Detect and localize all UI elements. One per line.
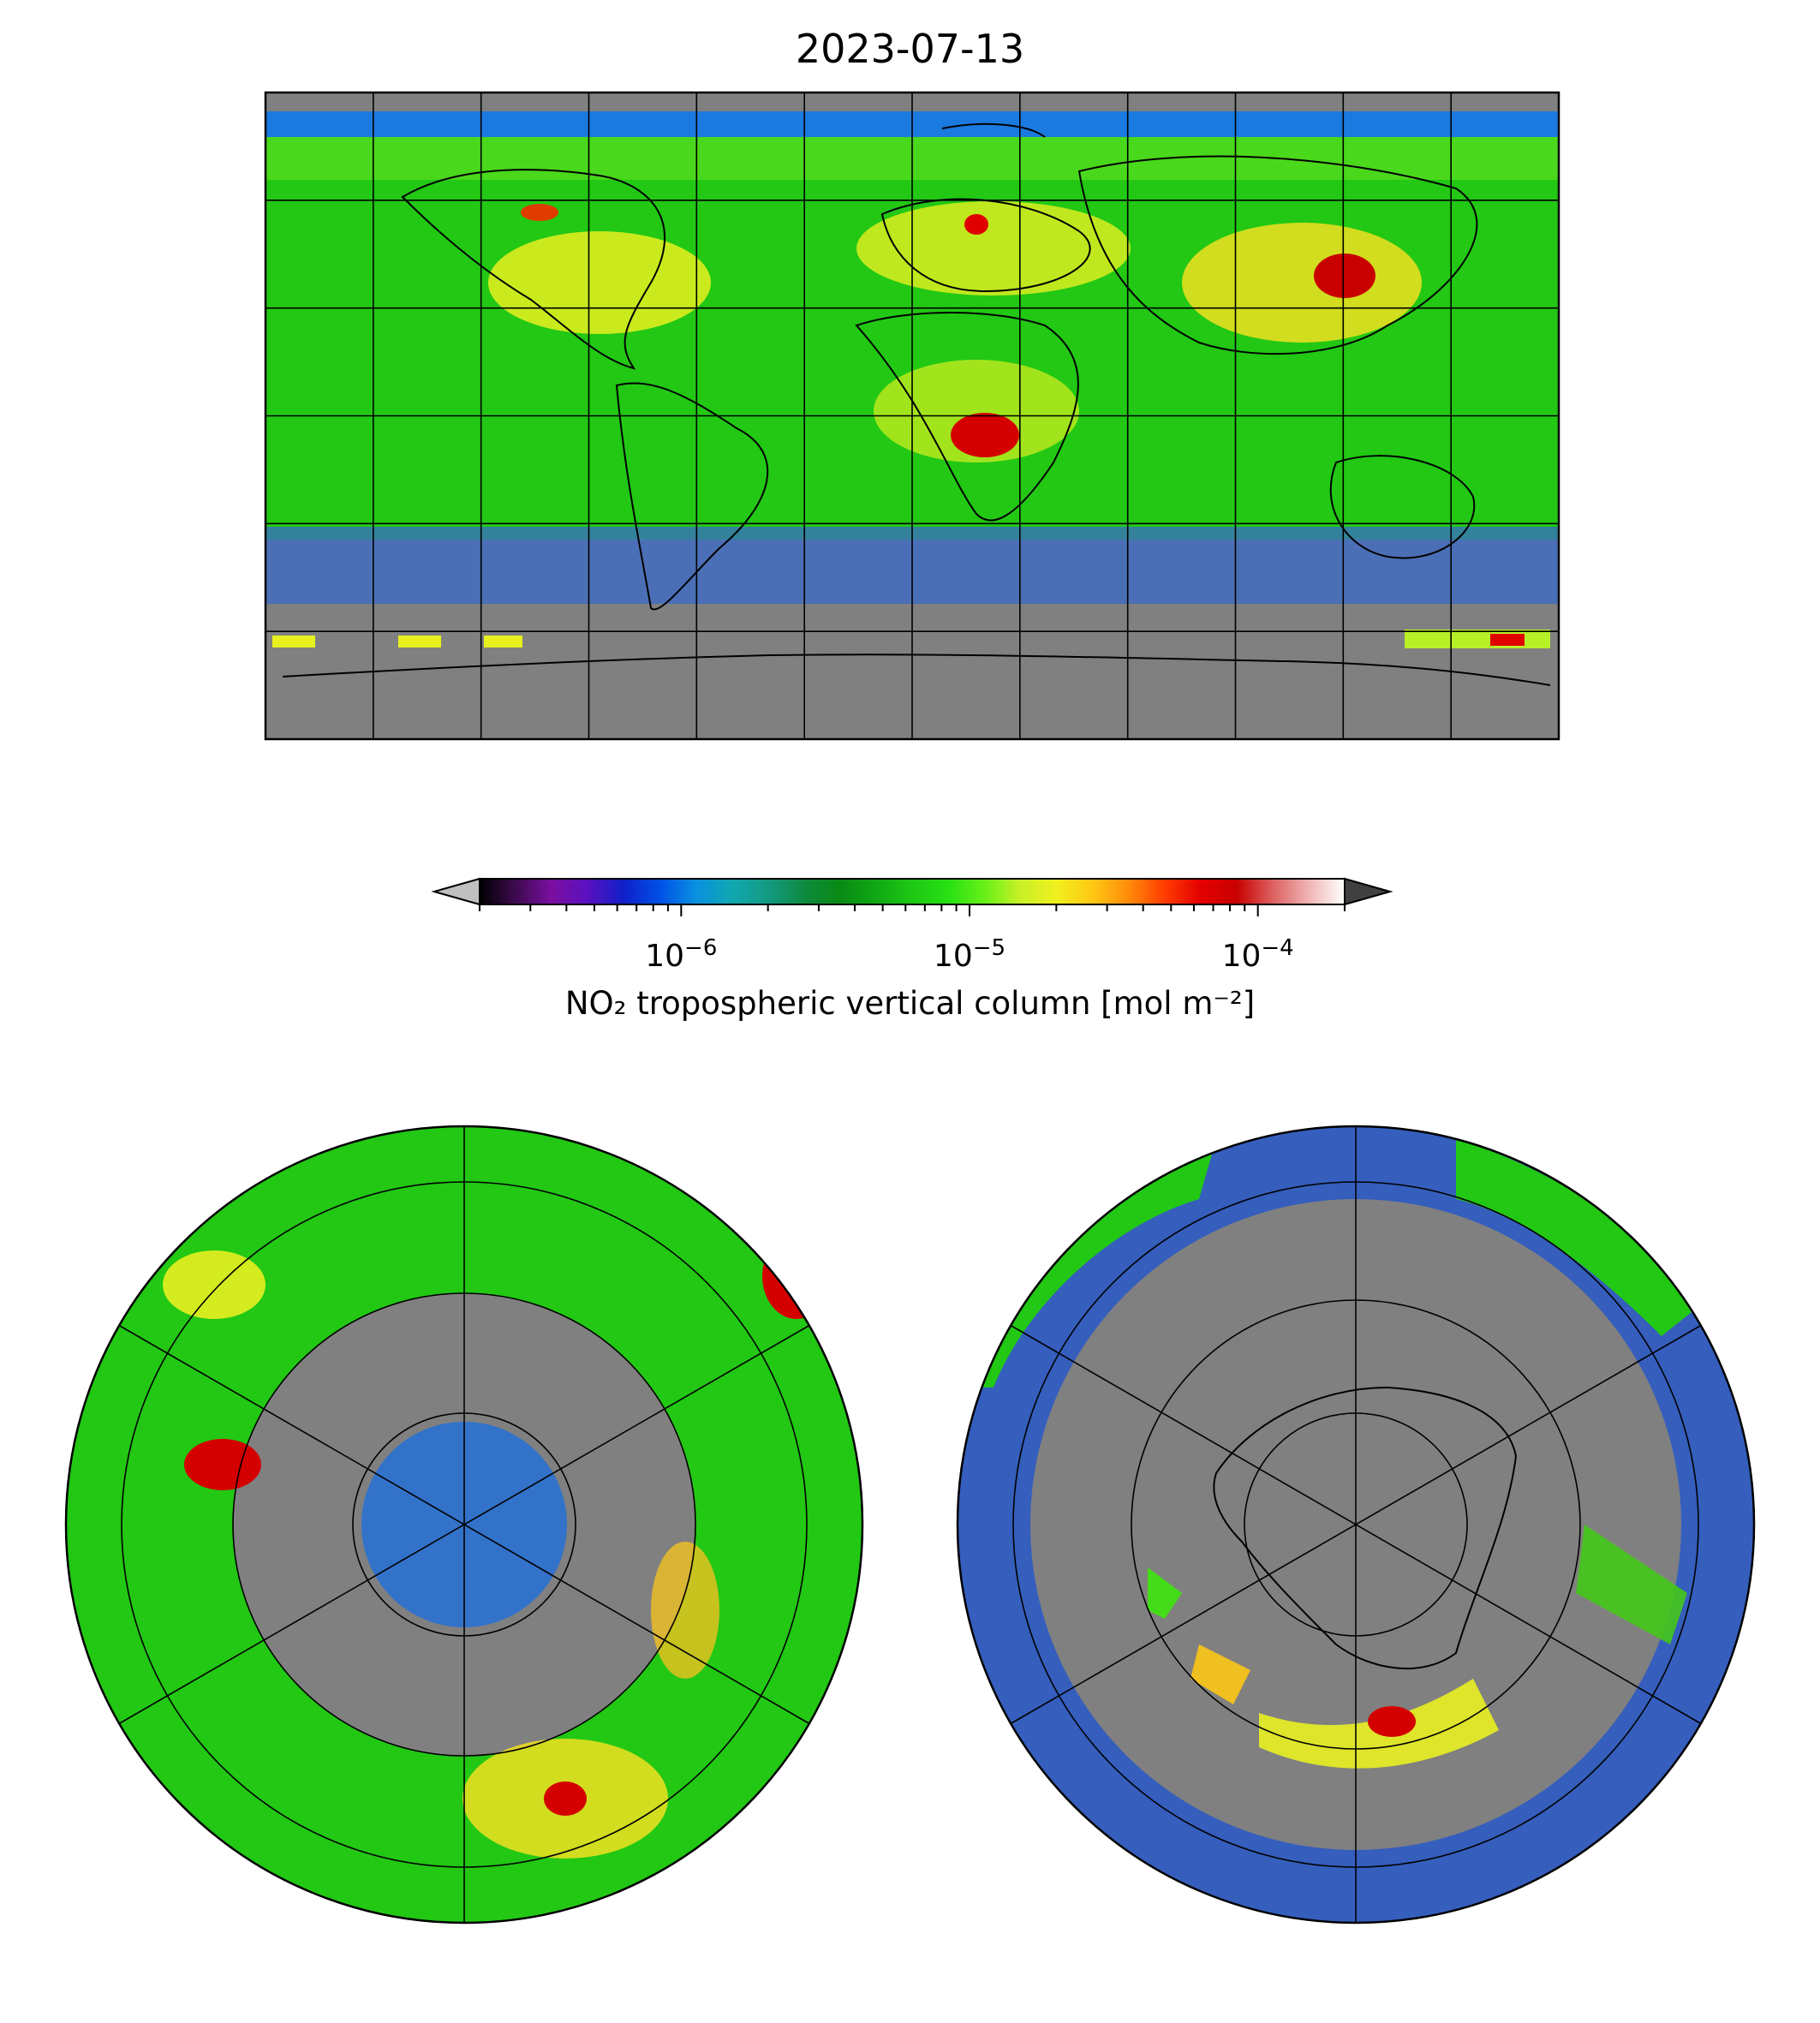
tick-label-exponent: −6 <box>684 935 718 961</box>
colorbar <box>431 877 1393 916</box>
colorbar-label: NO₂ tropospheric vertical column [mol m⁻… <box>564 985 1256 1022</box>
global-graticule <box>266 92 1559 739</box>
global-central-africa-hotspot <box>951 413 1019 457</box>
colorbar-under-extension <box>431 877 480 906</box>
global-asia-enhancement <box>1182 223 1422 343</box>
global-coastlines <box>282 122 1551 686</box>
south-polar-no2-field <box>968 1139 1216 1387</box>
global-antarctic-fragment <box>484 636 522 647</box>
colorbar-tick-label: 10−4 <box>1222 935 1294 974</box>
south-polar-frame <box>956 1125 1756 1925</box>
global-europe-hotspot <box>964 214 988 235</box>
tick-label-exponent: −5 <box>972 935 1006 961</box>
tick-label-base: 10 <box>645 939 685 974</box>
north-polar-enhancement <box>163 1250 266 1319</box>
south-polar-fragment <box>1190 1644 1250 1704</box>
tick-label-base: 10 <box>1221 939 1262 974</box>
tick-label-exponent: −4 <box>1261 935 1294 961</box>
north-polar-frame <box>64 1125 864 1925</box>
south-polar-fragment <box>1148 1567 1182 1619</box>
south-polar-data-layer <box>958 1126 1754 1923</box>
south-polar-fragment <box>1576 1525 1687 1644</box>
south-polar-map[interactable] <box>956 1125 1756 1925</box>
global-canada-hotspot <box>521 204 558 221</box>
south-polar-no2-field <box>1456 1139 1704 1336</box>
global-antarctic-fragment-hotspot <box>1490 634 1525 646</box>
north-polar-map[interactable] <box>64 1125 864 1925</box>
north-polar-hotspot <box>184 1439 261 1490</box>
figure-title: 2023-07-13 <box>795 26 1025 72</box>
south-polar-graticule <box>1010 1126 1702 1923</box>
global-china-hotspot <box>1314 254 1375 298</box>
colorbar-tick-label: 10−6 <box>645 935 717 974</box>
colorbar-ticks <box>479 904 1346 916</box>
global-europe-enhancement <box>856 201 1131 295</box>
north-polar-graticule <box>118 1126 810 1923</box>
south-polar-coastlines <box>1213 1386 1518 1670</box>
south-polar-hotspot <box>1368 1706 1416 1737</box>
colorbar-tick-label: 10−5 <box>934 935 1005 974</box>
global-antarctic-fragment <box>272 636 315 647</box>
north-polar-europe-hotspot <box>544 1781 587 1816</box>
colorbar-over-extension <box>1344 877 1393 906</box>
global-us-enhancement <box>488 231 711 334</box>
global-antarctic-fragment <box>1405 630 1550 648</box>
north-polar-enhancement <box>651 1542 719 1679</box>
global-map[interactable] <box>264 91 1560 741</box>
colorbar-gradient <box>479 878 1346 905</box>
global-map-frame <box>264 91 1560 741</box>
global-antarctic-fragment <box>398 636 441 647</box>
tick-label-base: 10 <box>933 939 973 974</box>
global-africa-enhancement <box>874 360 1079 462</box>
